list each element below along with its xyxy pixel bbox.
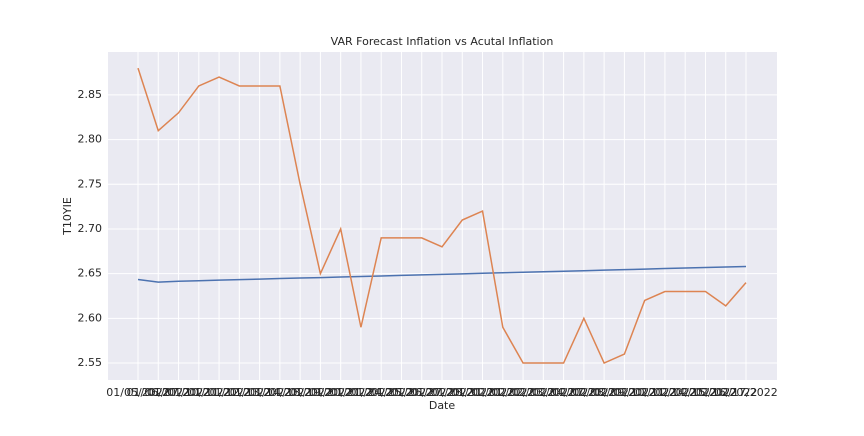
x-tick-label: 02/08/2022	[572, 386, 635, 399]
x-tick-label: 02/03/2022	[512, 386, 575, 399]
x-tick-label: 01/10/2022	[167, 386, 230, 399]
x-tick-label: 01/24/2022	[349, 386, 412, 399]
x-tick-label: 02/10/2022	[613, 386, 676, 399]
x-tick-label: 01/25/2022	[370, 386, 433, 399]
x-tick-label: 01/28/2022	[431, 386, 494, 399]
y-tick-label: 2.85	[78, 88, 103, 101]
y-tick-label: 2.70	[78, 222, 103, 235]
x-tick-label: 01/31/2022	[451, 386, 514, 399]
x-tick-label: 02/14/2022	[653, 386, 716, 399]
x-tick-label: 02/17/2022	[714, 386, 777, 399]
y-tick-label: 2.60	[78, 311, 103, 324]
y-tick-label: 2.75	[78, 177, 103, 190]
y-axis-label: T10YIE	[61, 197, 74, 236]
x-tick-label: 01/06/2022	[127, 386, 190, 399]
x-tick-label: 01/07/2022	[147, 386, 210, 399]
y-tick-label: 2.65	[78, 267, 103, 280]
x-tick-label: 02/02/2022	[491, 386, 554, 399]
x-tick-label: 01/13/2022	[228, 386, 291, 399]
line-series	[137, 265, 747, 283]
y-tick-label: 2.80	[78, 133, 103, 146]
y-tick-label: 2.55	[78, 356, 103, 369]
x-tick-label: 01/26/2022	[390, 386, 453, 399]
x-tick-label: 02/09/2022	[593, 386, 656, 399]
x-tick-label: 02/11/2022	[633, 386, 696, 399]
x-tick-label: 01/20/2022	[309, 386, 372, 399]
x-tick-label: 02/01/2022	[471, 386, 534, 399]
x-tick-label: 01/12/2022	[208, 386, 271, 399]
x-tick-label: 02/16/2022	[694, 386, 757, 399]
x-tick-label: 01/27/2022	[410, 386, 473, 399]
x-tick-label: 01/19/2022	[289, 386, 352, 399]
x-axis-label: Date	[429, 399, 456, 412]
x-tick-label: 01/18/2022	[268, 386, 331, 399]
x-tick-label: 01/05/2022	[106, 386, 169, 399]
line-series	[137, 67, 747, 365]
chart-title: VAR Forecast Inflation vs Acutal Inflati…	[331, 35, 554, 48]
x-tick-label: 01/21/2022	[329, 386, 392, 399]
x-tick-label: 02/07/2022	[552, 386, 615, 399]
x-tick-label: 02/15/2022	[674, 386, 737, 399]
x-tick-label: 02/04/2022	[532, 386, 595, 399]
x-tick-label: 01/14/2022	[248, 386, 311, 399]
x-tick-label: 01/11/2022	[187, 386, 250, 399]
